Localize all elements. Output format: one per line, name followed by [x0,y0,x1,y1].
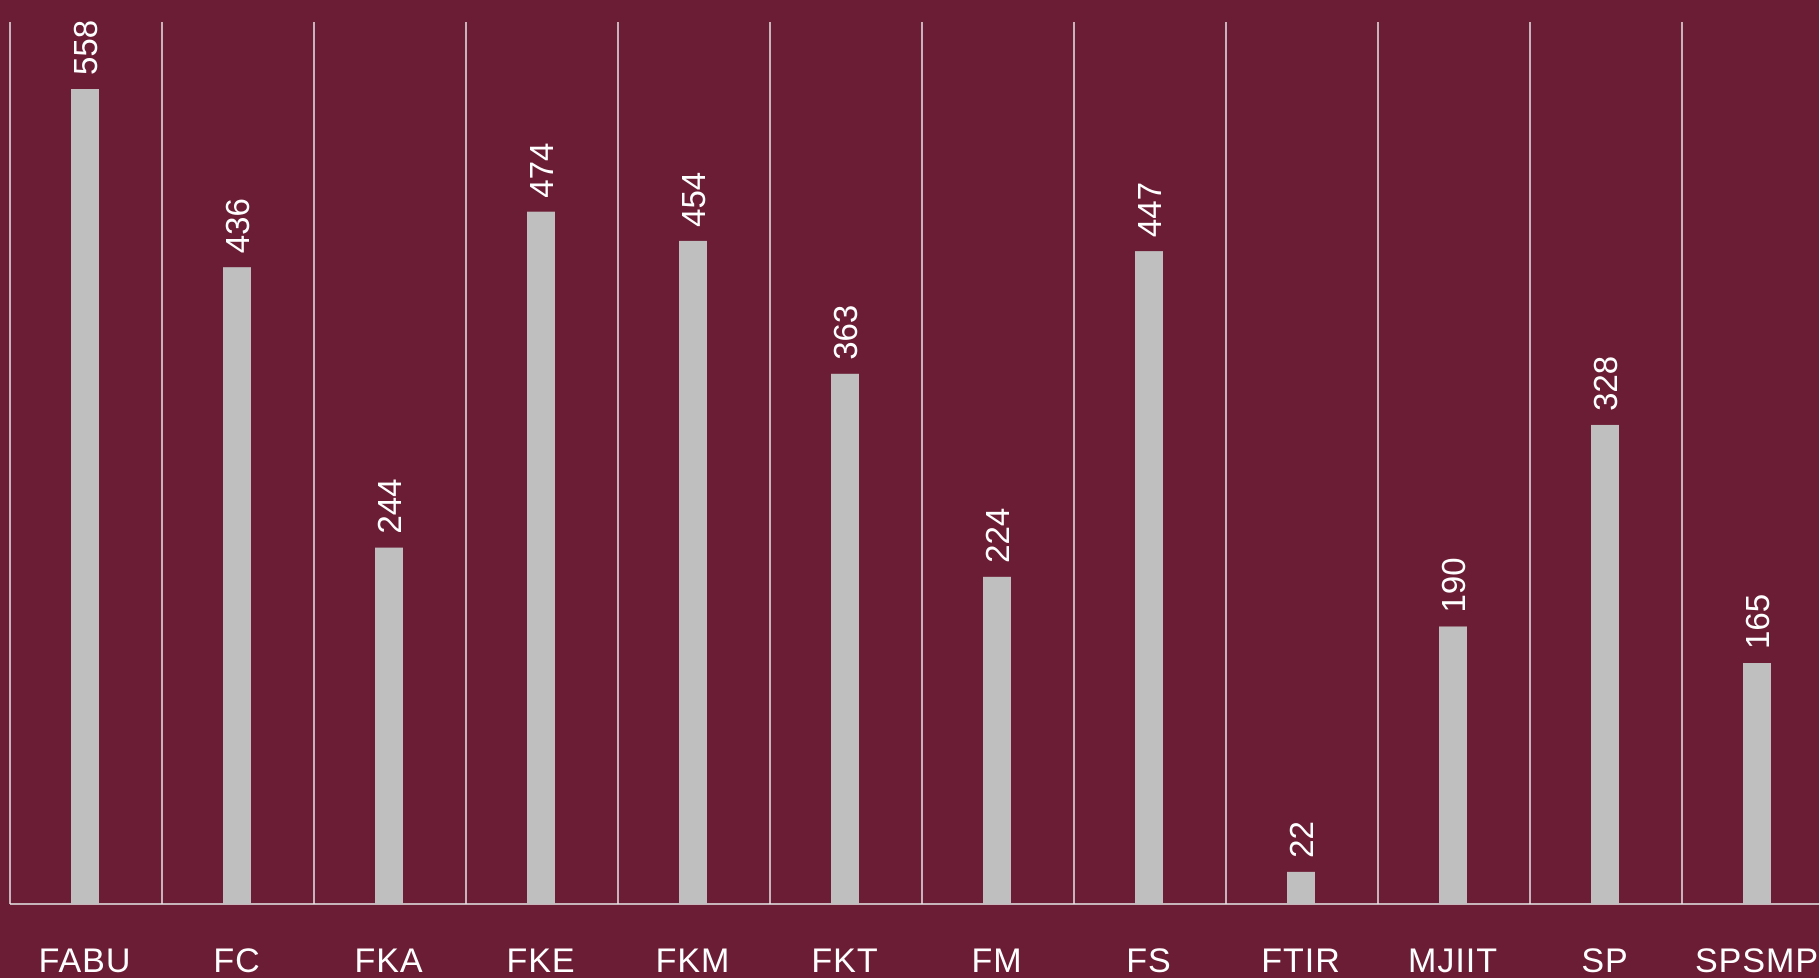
category-label-fke: FKE [506,942,575,978]
bar-fabu [71,89,99,904]
value-labels-group: 558 436 244 474 454 363 224 447 22 190 328 165 [67,20,1776,858]
data-label-fkm: 454 [675,172,712,227]
data-label-mjiit: 190 [1435,557,1472,612]
data-label-fka: 244 [371,479,408,534]
bar-fke [527,211,555,904]
bar-fs [1135,251,1163,904]
category-label-ftir: FTIR [1261,942,1341,978]
data-label-fkt: 363 [827,305,864,360]
category-label-fm: FM [971,942,1022,978]
category-label-sp: SP [1581,942,1628,978]
data-label-fabu: 558 [67,20,104,75]
bar-mjiit [1439,626,1467,904]
bar-spsmp [1743,663,1771,904]
bar-ftir [1287,871,1315,904]
data-label-fs: 447 [1131,182,1168,237]
bar-fc [223,267,251,905]
data-label-sp: 328 [1587,356,1624,411]
data-label-fc: 436 [219,198,256,253]
category-label-mjiit: MJIIT [1408,942,1498,978]
category-label-fc: FC [213,942,260,978]
category-label-fkt: FKT [811,942,878,978]
category-label-fka: FKA [354,942,423,978]
data-label-fke: 474 [523,143,560,198]
category-label-fs: FS [1126,942,1171,978]
category-label-spsmp: SPSMP [1695,942,1819,978]
category-labels-group: FABU FC FKA FKE FKM FKT FM FS FTIR MJIIT SP SPSMP [39,942,1819,978]
bar-fm [983,576,1011,904]
category-label-fkm: FKM [656,942,731,978]
gridlines [9,22,1819,905]
category-label-fabu: FABU [39,942,132,978]
data-label-spsmp: 165 [1739,594,1776,649]
data-label-fm: 224 [979,508,1016,563]
bar-sp [1591,424,1619,904]
bar-fkm [679,240,707,904]
data-label-ftir: 22 [1283,821,1320,858]
bar-fka [375,547,403,904]
bars-group [71,89,1771,905]
bar-fkt [831,373,859,904]
